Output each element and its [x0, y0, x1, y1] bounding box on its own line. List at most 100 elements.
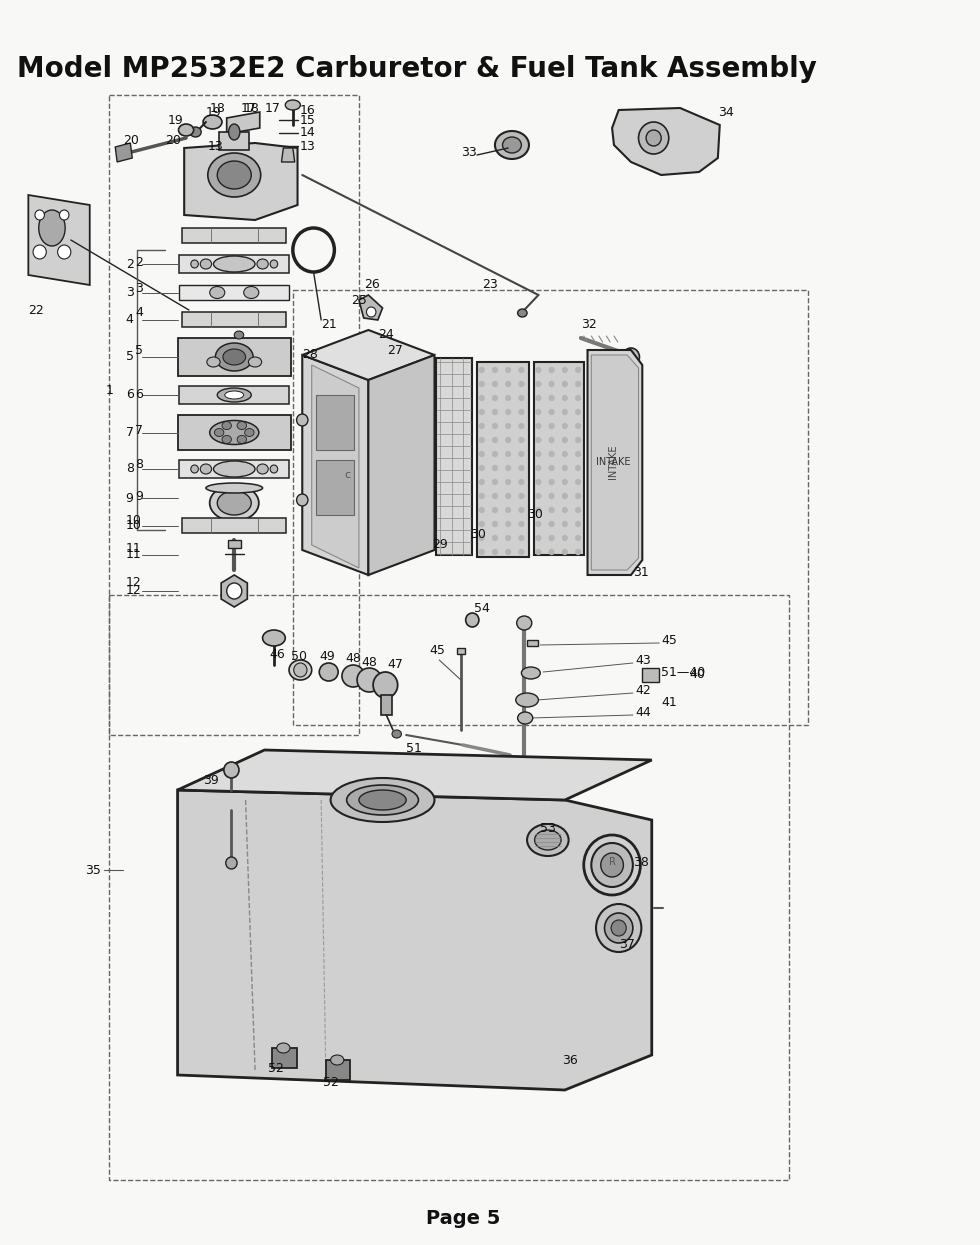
- Ellipse shape: [549, 381, 555, 387]
- Text: 24: 24: [378, 329, 394, 341]
- Bar: [317, 395, 354, 449]
- Text: 8: 8: [125, 462, 133, 476]
- Text: 12: 12: [125, 584, 141, 598]
- Ellipse shape: [392, 730, 402, 738]
- Ellipse shape: [518, 367, 524, 374]
- Ellipse shape: [215, 428, 223, 437]
- Ellipse shape: [218, 491, 251, 515]
- Ellipse shape: [506, 451, 511, 457]
- Ellipse shape: [479, 437, 484, 443]
- Text: 3: 3: [135, 281, 143, 295]
- Ellipse shape: [492, 423, 498, 430]
- Text: 39: 39: [203, 773, 219, 787]
- Ellipse shape: [479, 549, 484, 555]
- Ellipse shape: [562, 520, 567, 527]
- Text: INTAKE: INTAKE: [608, 444, 618, 479]
- Ellipse shape: [492, 479, 498, 486]
- Ellipse shape: [535, 520, 541, 527]
- Ellipse shape: [605, 913, 633, 942]
- Text: 31: 31: [633, 565, 649, 579]
- Ellipse shape: [495, 131, 529, 159]
- Ellipse shape: [549, 520, 555, 527]
- Text: 13: 13: [300, 139, 316, 152]
- Text: 23: 23: [482, 279, 498, 291]
- Polygon shape: [368, 355, 434, 575]
- Bar: [458, 647, 465, 654]
- Ellipse shape: [347, 786, 418, 815]
- Polygon shape: [534, 362, 584, 555]
- Text: 7: 7: [125, 426, 133, 439]
- Ellipse shape: [276, 1043, 290, 1053]
- Ellipse shape: [562, 549, 567, 555]
- Ellipse shape: [216, 344, 253, 371]
- Ellipse shape: [549, 493, 555, 499]
- Text: 45: 45: [430, 644, 446, 656]
- Bar: [317, 459, 354, 515]
- Polygon shape: [302, 355, 368, 575]
- Text: 21: 21: [321, 319, 337, 331]
- Ellipse shape: [506, 479, 511, 486]
- Ellipse shape: [479, 410, 484, 415]
- Ellipse shape: [207, 357, 220, 367]
- Ellipse shape: [562, 507, 567, 513]
- Ellipse shape: [210, 486, 259, 520]
- Ellipse shape: [575, 395, 581, 401]
- Polygon shape: [226, 112, 260, 134]
- Text: 16: 16: [300, 103, 316, 117]
- Ellipse shape: [479, 520, 484, 527]
- Ellipse shape: [549, 451, 555, 457]
- Ellipse shape: [535, 381, 541, 387]
- Ellipse shape: [297, 415, 308, 426]
- Polygon shape: [177, 749, 652, 801]
- Ellipse shape: [492, 451, 498, 457]
- Ellipse shape: [208, 153, 261, 197]
- Ellipse shape: [506, 535, 511, 542]
- Ellipse shape: [330, 778, 434, 822]
- Ellipse shape: [479, 381, 484, 387]
- Ellipse shape: [270, 260, 277, 268]
- Ellipse shape: [479, 451, 484, 457]
- Ellipse shape: [479, 493, 484, 499]
- Ellipse shape: [506, 381, 511, 387]
- Text: 27: 27: [387, 344, 403, 356]
- Ellipse shape: [518, 479, 524, 486]
- Ellipse shape: [518, 410, 524, 415]
- Ellipse shape: [492, 381, 498, 387]
- Ellipse shape: [210, 286, 224, 299]
- Ellipse shape: [479, 395, 484, 401]
- Ellipse shape: [237, 422, 247, 430]
- Ellipse shape: [601, 853, 623, 876]
- Text: 44: 44: [636, 706, 652, 718]
- Ellipse shape: [549, 437, 555, 443]
- Bar: [182, 312, 286, 327]
- Ellipse shape: [549, 367, 555, 374]
- Bar: [182, 228, 286, 243]
- Ellipse shape: [492, 493, 498, 499]
- Text: 3: 3: [125, 286, 133, 299]
- Ellipse shape: [535, 507, 541, 513]
- Polygon shape: [612, 108, 719, 176]
- Ellipse shape: [562, 437, 567, 443]
- Ellipse shape: [575, 549, 581, 555]
- Polygon shape: [116, 143, 132, 162]
- Text: 19: 19: [206, 107, 221, 120]
- Bar: [179, 386, 289, 403]
- Bar: [177, 415, 291, 449]
- Text: 10: 10: [125, 519, 141, 532]
- Text: 6: 6: [135, 387, 143, 401]
- Ellipse shape: [222, 349, 246, 365]
- Ellipse shape: [200, 259, 212, 269]
- Ellipse shape: [549, 507, 555, 513]
- Polygon shape: [177, 791, 652, 1091]
- Text: 9: 9: [135, 489, 143, 503]
- Ellipse shape: [466, 613, 479, 627]
- Ellipse shape: [263, 630, 285, 646]
- Ellipse shape: [535, 479, 541, 486]
- Ellipse shape: [492, 395, 498, 401]
- Ellipse shape: [518, 507, 524, 513]
- Text: 4: 4: [125, 312, 133, 326]
- Bar: [227, 540, 241, 548]
- Text: 10: 10: [125, 513, 141, 527]
- Text: 38: 38: [633, 855, 649, 869]
- Text: Page 5: Page 5: [425, 1209, 500, 1228]
